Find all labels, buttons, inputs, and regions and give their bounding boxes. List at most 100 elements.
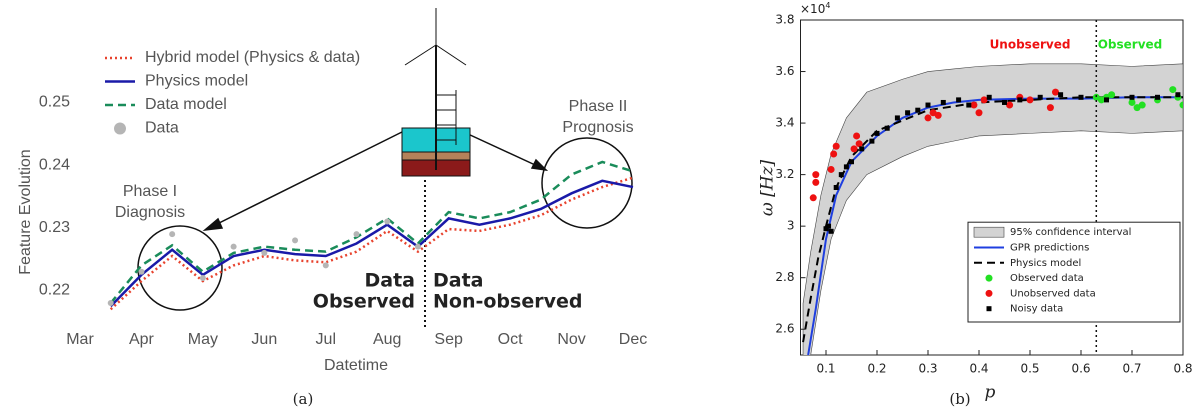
legend-marker (974, 227, 1004, 237)
y-multiplier: ×104 (800, 1, 830, 16)
data-point (1169, 86, 1176, 93)
data-point (1047, 104, 1054, 111)
data-point (915, 108, 920, 113)
data-point (981, 96, 988, 103)
data-point (1108, 91, 1115, 98)
data-point (844, 164, 849, 169)
legend-label: Physics model (1010, 258, 1081, 269)
annotation: Prognosis (562, 119, 633, 136)
legend-marker (986, 275, 993, 282)
data-point (1038, 95, 1043, 100)
data-point (830, 151, 837, 158)
data-point (138, 269, 144, 275)
data-point (1155, 95, 1160, 100)
legend-label: 95% confidence interval (1010, 227, 1131, 238)
data-point (812, 171, 819, 178)
y-tick-label: 0.22 (39, 282, 70, 299)
x-tick-label: Mar (66, 331, 94, 348)
data-point (1130, 95, 1135, 100)
x-tick-label: 0.3 (918, 362, 937, 376)
data-point (1052, 89, 1059, 96)
x-tick-label: Aug (373, 331, 401, 348)
legend-label: Physics model (145, 73, 248, 90)
x-axis-label: Datetime (324, 357, 388, 374)
data-point (956, 97, 961, 102)
data-point (859, 146, 864, 151)
data-point (1058, 92, 1063, 97)
x-tick-label: Nov (557, 331, 585, 348)
data-point (1027, 96, 1034, 103)
legend-label: Unobserved data (1010, 288, 1096, 299)
annotation: Diagnosis (115, 204, 185, 221)
legend-label: Noisy data (1010, 304, 1063, 315)
legend-label: Observed data (1010, 273, 1084, 284)
x-tick-label: 0.1 (816, 362, 835, 376)
data-point (926, 103, 931, 108)
legend-label: GPR predictions (1010, 243, 1089, 254)
annotation: Non-observed (433, 291, 582, 313)
data-point (261, 250, 267, 256)
y-tick-label: 0.23 (39, 219, 70, 236)
y-tick-label: 2.6 (775, 322, 794, 336)
y-tick-label: 0.25 (39, 94, 70, 111)
data-point (869, 139, 874, 144)
data-point (1006, 102, 1013, 109)
caption: (a) (293, 390, 314, 408)
y-tick-label: 3.4 (775, 116, 794, 130)
y-tick-label: 2.8 (775, 270, 794, 284)
data-point (1129, 99, 1136, 106)
data-point (856, 140, 863, 147)
y-tick-label: 0.24 (39, 156, 70, 173)
x-axis-label: p (985, 383, 996, 403)
x-tick-label: 0.8 (1173, 362, 1192, 376)
x-tick-label: May (188, 331, 218, 348)
data-point (1139, 102, 1146, 109)
data-point (976, 109, 983, 116)
legend-label: Data model (145, 96, 227, 113)
data-point (169, 231, 175, 237)
x-tick-label: 0.5 (1020, 362, 1039, 376)
data-point (1017, 97, 1022, 102)
data-point (851, 145, 858, 152)
data-point (839, 172, 844, 177)
data-point (354, 231, 360, 237)
data-point (1079, 95, 1084, 100)
figure: Feature Evolution Datetime (a) Phase I D… (0, 0, 1198, 412)
data-point (905, 110, 910, 115)
data-point (812, 179, 819, 186)
caption: (b) (949, 390, 970, 408)
data-point (810, 194, 817, 201)
data-point (875, 131, 880, 136)
data-point (828, 166, 835, 173)
data-point (849, 159, 854, 164)
data-point (323, 262, 329, 268)
legend-marker (986, 290, 993, 297)
legend-label: Data (145, 120, 179, 137)
annotation: Phase II (569, 98, 628, 115)
y-tick-label: 3.2 (775, 167, 794, 181)
data-point (941, 100, 946, 105)
data-point (970, 102, 977, 109)
data-point (1002, 100, 1007, 105)
annotation: Unobserved (990, 38, 1071, 52)
x-tick-label: Apr (129, 331, 155, 348)
data-point (231, 244, 237, 250)
data-point (1175, 92, 1180, 97)
turbine (402, 8, 470, 176)
data-point (200, 275, 206, 281)
data-point (108, 300, 114, 306)
data-point (1180, 102, 1187, 109)
x-tick-label: 0.7 (1122, 362, 1141, 376)
data-point (935, 112, 942, 119)
x-tick-label: Oct (498, 331, 523, 348)
x-tick-label: Jul (316, 331, 336, 348)
data-point (987, 95, 992, 100)
x-tick-label: Jun (251, 331, 277, 348)
data-point (833, 143, 840, 150)
data-point (829, 229, 834, 234)
legend-marker (114, 123, 126, 135)
data-point (384, 219, 390, 225)
data-point (885, 126, 890, 131)
y-tick-label: 3.8 (775, 13, 794, 27)
data-point (415, 244, 421, 250)
